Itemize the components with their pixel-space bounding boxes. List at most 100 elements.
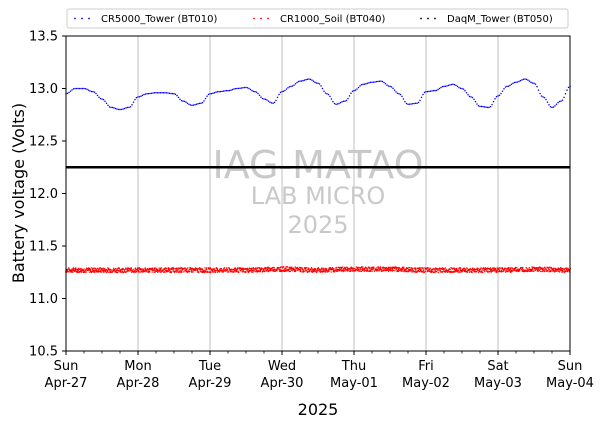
point-cr1000 (254, 270, 256, 272)
point-cr5000 (476, 103, 478, 105)
point-cr5000 (533, 82, 535, 84)
point-cr5000 (341, 101, 343, 103)
point-cr5000 (402, 98, 405, 100)
point-cr5000 (348, 95, 351, 97)
point-cr5000 (188, 103, 190, 105)
point-cr1000 (337, 269, 340, 271)
point-cr1000 (67, 269, 69, 271)
point-cr5000 (227, 89, 229, 92)
point-cr1000 (420, 268, 422, 271)
y-tick-label: 11.0 (29, 292, 58, 307)
x-tick-date: May-01 (330, 376, 378, 391)
point-cr1000 (103, 271, 105, 273)
point-cr1000 (259, 269, 262, 272)
point-cr5000 (549, 105, 552, 108)
point-cr1000 (433, 269, 435, 271)
point-cr1000 (283, 266, 285, 268)
point-cr1000 (219, 268, 221, 270)
point-cr1000 (548, 269, 551, 271)
x-tick-date: May-04 (546, 376, 594, 391)
point-cr1000 (346, 270, 349, 272)
point-cr5000 (417, 101, 420, 104)
point-cr1000 (275, 270, 277, 272)
point-cr1000 (118, 267, 121, 270)
point-cr1000 (468, 268, 471, 271)
point-cr5000 (462, 88, 465, 90)
point-cr1000 (257, 267, 260, 269)
point-cr1000 (132, 268, 134, 270)
point-cr5000 (434, 89, 436, 92)
point-cr1000 (459, 268, 461, 270)
point-cr1000 (134, 267, 137, 269)
point-cr1000 (429, 267, 431, 269)
point-cr1000 (252, 267, 255, 269)
point-cr1000 (163, 271, 166, 273)
point-cr5000 (197, 102, 199, 105)
point-cr5000 (353, 89, 355, 92)
point-cr5000 (173, 93, 175, 95)
point-cr5000 (99, 97, 102, 100)
point-cr1000 (98, 268, 101, 270)
legend-marker-cr1000 (267, 17, 269, 20)
point-cr1000 (121, 267, 123, 270)
point-cr5000 (498, 94, 501, 96)
point-cr5000 (366, 82, 369, 84)
point-cr1000 (134, 268, 136, 271)
point-cr1000 (87, 269, 89, 272)
point-cr1000 (94, 269, 96, 272)
point-cr5000 (329, 95, 331, 98)
point-cr5000 (552, 106, 555, 108)
point-cr1000 (187, 267, 189, 269)
point-cr1000 (515, 266, 517, 269)
point-cr5000 (480, 105, 483, 108)
point-cr5000 (398, 93, 400, 95)
point-cr1000 (199, 267, 201, 269)
point-cr1000 (344, 267, 347, 269)
point-cr1000 (209, 267, 212, 269)
point-cr5000 (120, 108, 123, 111)
point-cr1000 (85, 268, 88, 271)
point-cr1000 (177, 271, 180, 273)
point-cr1000 (164, 269, 166, 272)
x-tick-date: Apr-30 (261, 376, 304, 391)
point-cr5000 (71, 89, 73, 91)
point-cr1000 (371, 270, 373, 273)
point-cr5000 (177, 96, 180, 99)
point-cr1000 (189, 270, 191, 273)
point-cr1000 (533, 270, 535, 272)
point-cr1000 (534, 269, 537, 272)
point-cr1000 (310, 267, 313, 269)
point-cr1000 (544, 266, 546, 269)
point-cr1000 (272, 266, 274, 269)
point-cr1000 (466, 271, 468, 274)
point-cr5000 (389, 85, 391, 88)
point-cr1000 (536, 266, 538, 269)
point-cr1000 (296, 269, 299, 271)
point-cr1000 (341, 266, 344, 269)
point-cr1000 (545, 268, 547, 271)
point-cr5000 (330, 98, 333, 100)
point-cr5000 (182, 100, 184, 102)
point-cr1000 (277, 267, 280, 269)
point-cr1000 (204, 267, 206, 269)
point-cr5000 (423, 91, 426, 94)
point-cr1000 (243, 268, 245, 270)
point-cr5000 (452, 83, 454, 86)
point-cr5000 (428, 90, 430, 93)
point-cr1000 (505, 268, 507, 270)
point-cr1000 (108, 271, 110, 274)
point-cr1000 (303, 270, 305, 273)
point-cr5000 (221, 90, 223, 93)
point-cr1000 (220, 268, 223, 270)
point-cr5000 (335, 103, 337, 105)
point-cr5000 (546, 101, 549, 103)
point-cr1000 (363, 270, 366, 272)
point-cr5000 (266, 99, 268, 101)
point-cr1000 (418, 268, 421, 271)
point-cr1000 (299, 266, 301, 269)
point-cr1000 (317, 268, 319, 270)
point-cr1000 (496, 270, 499, 272)
x-tick-day: Wed (268, 359, 296, 374)
point-cr1000 (392, 269, 394, 272)
point-cr5000 (507, 85, 510, 87)
